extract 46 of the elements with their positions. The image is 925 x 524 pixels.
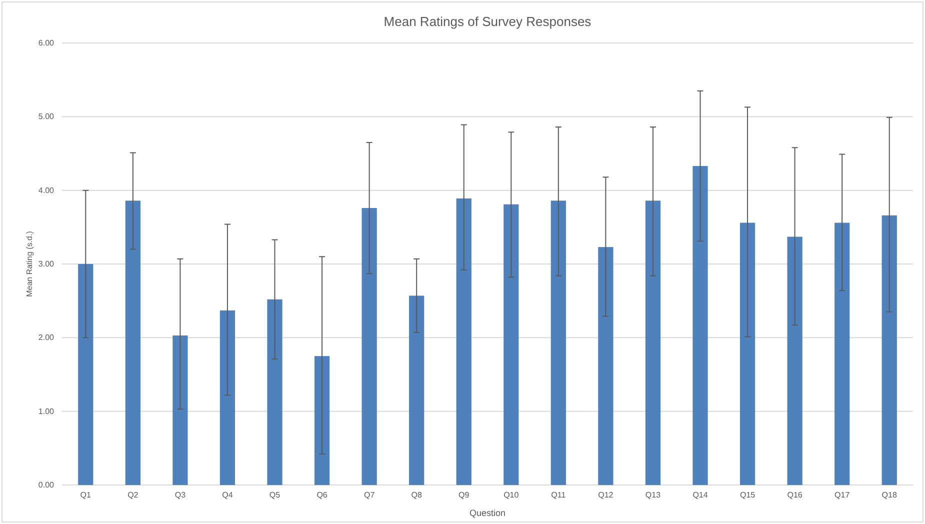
y-tick-label: 2.00 <box>38 333 55 342</box>
x-tick-label: Q13 <box>645 490 662 500</box>
bar <box>314 356 330 485</box>
x-tick-label: Q14 <box>692 490 708 500</box>
x-tick-label: Q16 <box>787 490 803 500</box>
x-tick-label: Q17 <box>834 490 850 500</box>
chart-title: Mean Ratings of Survey Responses <box>384 14 592 29</box>
x-tick-label: Q6 <box>316 490 328 500</box>
x-tick-label: Q3 <box>174 490 186 500</box>
bar <box>787 236 802 485</box>
bar <box>692 166 708 485</box>
x-axis-title: Question <box>469 508 506 518</box>
bar <box>834 222 850 485</box>
bar <box>598 247 614 485</box>
bar <box>456 198 472 485</box>
x-tick-label: Q9 <box>458 490 470 500</box>
x-tick-label: Q12 <box>598 490 614 500</box>
bar <box>550 200 566 485</box>
x-tick-label: Q4 <box>222 490 234 500</box>
x-tick-label: Q10 <box>504 490 520 500</box>
y-tick-label: 1.00 <box>38 406 55 416</box>
bar <box>220 310 236 485</box>
x-tick-label: Q7 <box>364 490 376 500</box>
y-tick-label: 4.00 <box>38 186 55 195</box>
bar <box>125 200 140 485</box>
bar <box>362 208 377 485</box>
x-tick-label: Q11 <box>551 490 566 500</box>
bar <box>409 296 424 485</box>
bar <box>645 200 661 485</box>
bar <box>267 299 282 485</box>
x-tick-label: Q18 <box>882 490 898 500</box>
y-tick-label: 6.00 <box>38 38 55 48</box>
bar <box>78 264 94 485</box>
x-tick-label: Q15 <box>740 490 756 500</box>
bar <box>504 204 519 485</box>
bar <box>740 222 756 485</box>
y-axis-title: Mean Rating (s.d.) <box>25 230 34 297</box>
x-tick-label: Q5 <box>269 490 281 500</box>
x-tick-label: Q8 <box>411 490 422 500</box>
y-tick-label: 0.00 <box>38 480 55 490</box>
bar <box>882 215 897 485</box>
x-tick-label: Q1 <box>80 490 92 500</box>
y-tick-label: 5.00 <box>38 112 55 122</box>
bar <box>172 335 188 485</box>
y-tick-label: 3.00 <box>38 260 55 269</box>
x-tick-label: Q2 <box>128 490 139 500</box>
